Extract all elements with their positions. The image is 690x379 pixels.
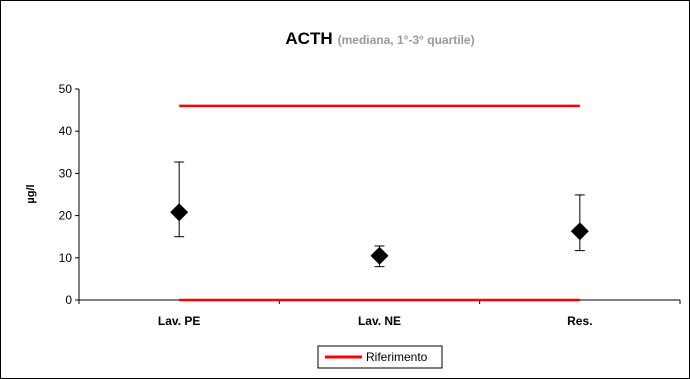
y-axis-title: µg/l <box>25 184 37 203</box>
median-marker <box>170 203 189 222</box>
median-marker <box>570 222 589 241</box>
chart-subtitle: (mediana, 1°-3° quartile) <box>338 33 475 47</box>
legend-label-riferimento: Riferimento <box>366 350 428 364</box>
y-tick-label: 40 <box>59 124 73 138</box>
chart-title: ACTH (mediana, 1°-3° quartile) <box>285 29 474 48</box>
plot-layer: 0 10 20 30 40 50 Lav. PE Lav. NE Res. <box>59 82 681 328</box>
y-tick-label: 50 <box>59 82 73 96</box>
x-tick-label: Lav. NE <box>358 314 401 328</box>
chart-title-main: ACTH <box>285 29 332 48</box>
y-tick-label: 30 <box>59 166 73 180</box>
y-tick-label: 0 <box>65 293 72 307</box>
y-tick-label: 20 <box>59 209 73 223</box>
legend-box <box>317 345 443 369</box>
x-tick-label: Lav. PE <box>158 314 200 328</box>
median-marker <box>370 246 389 265</box>
x-tick-label: Res. <box>567 314 592 328</box>
legend: Riferimento <box>317 345 443 369</box>
y-tick-label: 10 <box>59 251 73 265</box>
